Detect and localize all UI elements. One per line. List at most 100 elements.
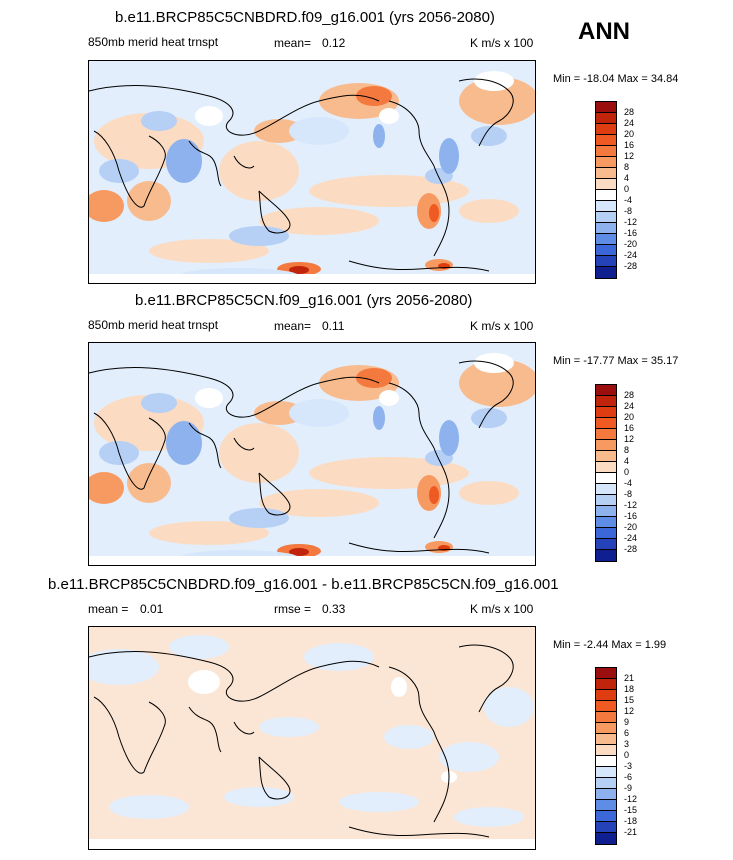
panel2-colorbar-swatch [596, 495, 616, 506]
panel3-colorbar-label: 0 [624, 750, 630, 760]
panel1-colorbar-swatch [596, 234, 616, 245]
panel3-colorbar-swatch [596, 789, 616, 800]
panel1-colorbar-swatch [596, 157, 616, 168]
panel3-colorbar-label: 6 [624, 728, 630, 738]
panel1-colorbar-swatch [596, 256, 616, 267]
panel1-units: K m/s x 100 [470, 36, 534, 50]
panel2-colorbar-label: 28 [624, 390, 635, 400]
panel1-colorbar-label: 0 [624, 184, 630, 194]
panel1-colorbar-label: -16 [624, 228, 638, 238]
panel2-title: b.e11.BRCP85C5CN.f09_g16.001 (yrs 2056-2… [135, 292, 473, 309]
panel3-rmse-value: 0.33 [322, 602, 346, 616]
panel1-colorbar-label: -8 [624, 206, 633, 216]
panel2-colorbar-label: 24 [624, 401, 635, 411]
panel2-colorbar-swatch [596, 396, 616, 407]
panel1-colorbar-swatch [596, 102, 616, 113]
panel2-colorbar-label: 4 [624, 456, 630, 466]
panel2-colorbar-swatch [596, 429, 616, 440]
panel3-colorbar-swatch [596, 734, 616, 745]
panel1-colorbar-label: -28 [624, 261, 638, 271]
panel1-colorbar-label: 28 [624, 107, 635, 117]
panel2-colorbar-swatch [596, 539, 616, 550]
panel1-colorbar-label: 4 [624, 173, 630, 183]
panel2-colorbar-label: -12 [624, 500, 638, 510]
panel3-colorbar-swatch [596, 778, 616, 789]
panel1-colorbar-label: -20 [624, 239, 638, 249]
panel2-colorbar-swatch [596, 385, 616, 396]
panel1-colorbar-swatch [596, 146, 616, 157]
panel1-title: b.e11.BRCP85C5CNBDRD.f09_g16.001 (yrs 20… [115, 9, 495, 26]
panel1-colorbar-label: 24 [624, 118, 635, 128]
panel2-colorbar-swatch [596, 528, 616, 539]
panel1-colorbar-swatch [596, 168, 616, 179]
panel3-colorbar-label: 12 [624, 706, 635, 716]
panel1-colorbar-swatch [596, 201, 616, 212]
panel3-mean-value: 0.01 [140, 602, 164, 616]
panel2-colorbar-swatch [596, 418, 616, 429]
panel1-colorbar-swatch [596, 179, 616, 190]
panel3-colorbar-label: 9 [624, 717, 630, 727]
panel2-variable-label: 850mb merid heat trnspt [88, 318, 219, 332]
panel3-colorbar-label: 3 [624, 739, 630, 749]
panel2-colorbar-label: 8 [624, 445, 630, 455]
panel1-mean-label: mean= [274, 36, 312, 50]
panel2-colorbar-swatch [596, 451, 616, 462]
panel2-colorbar-swatch [596, 517, 616, 528]
panel3-units: K m/s x 100 [470, 602, 534, 616]
panel3-colorbar-swatch [596, 822, 616, 833]
panel2-colorbar [595, 384, 617, 562]
panel1-colorbar-swatch [596, 267, 616, 278]
panel1-minmax: Min = -18.04 Max = 34.84 [553, 73, 679, 85]
panel2-colorbar-label: -8 [624, 489, 633, 499]
panel3-colorbar-label: -6 [624, 772, 633, 782]
panel2-colorbar-label: -16 [624, 511, 638, 521]
panel2-units: K m/s x 100 [470, 319, 534, 333]
panel3-colorbar-swatch [596, 811, 616, 822]
panel3-colorbar-swatch [596, 712, 616, 723]
panel3-mean-label: mean = [88, 602, 129, 616]
panel3-colorbar-swatch [596, 800, 616, 811]
season-label: ANN [578, 18, 630, 45]
panel3-colorbar-label: -12 [624, 794, 638, 804]
panel1-variable-label: 850mb merid heat trnspt [88, 35, 219, 49]
panel3-colorbar-swatch [596, 745, 616, 756]
panel2-colorbar-label: 16 [624, 423, 635, 433]
panel1-colorbar-label: -24 [624, 250, 638, 260]
panel2-colorbar-label: 20 [624, 412, 635, 422]
panel1-map [88, 60, 536, 284]
panel1-colorbar-swatch [596, 113, 616, 124]
panel3-colorbar-label: -3 [624, 761, 633, 771]
panel3-colorbar-label: 15 [624, 695, 635, 705]
panel3-minmax: Min = -2.44 Max = 1.99 [553, 639, 667, 651]
panel2-colorbar-label: 0 [624, 467, 630, 477]
panel3-colorbar-label: -18 [624, 816, 638, 826]
panel3-map-field [89, 627, 535, 849]
panel1-colorbar-swatch [596, 245, 616, 256]
panel3-rmse-label: rmse = [274, 602, 312, 616]
panel1-colorbar-swatch [596, 190, 616, 201]
panel3-colorbar-swatch [596, 701, 616, 712]
panel2-colorbar-swatch [596, 506, 616, 517]
panel1-colorbar-label: 20 [624, 129, 635, 139]
panel3-colorbar-swatch [596, 833, 616, 844]
panel1-colorbar [595, 101, 617, 279]
panel2-colorbar-label: -4 [624, 478, 633, 488]
panel2-colorbar-label: -24 [624, 533, 638, 543]
panel3-colorbar-swatch [596, 767, 616, 778]
panel3-colorbar-label: -9 [624, 783, 633, 793]
panel2-colorbar-swatch [596, 473, 616, 484]
panel3-colorbar-label: -15 [624, 805, 638, 815]
panel2-mean-value: 0.11 [322, 319, 345, 333]
panel1-map-field [89, 61, 535, 283]
panel1-colorbar-swatch [596, 223, 616, 234]
panel3-colorbar-swatch [596, 668, 616, 679]
panel1-colorbar-label: -12 [624, 217, 638, 227]
panel3-colorbar-swatch [596, 690, 616, 701]
panel1-mean-value: 0.12 [322, 36, 346, 50]
panel2-colorbar-swatch [596, 407, 616, 418]
panel2-colorbar-swatch [596, 462, 616, 473]
panel3-colorbar-swatch [596, 756, 616, 767]
panel2-map [88, 342, 536, 566]
panel1-colorbar-label: 8 [624, 162, 630, 172]
panel2-colorbar-label: -28 [624, 544, 638, 554]
